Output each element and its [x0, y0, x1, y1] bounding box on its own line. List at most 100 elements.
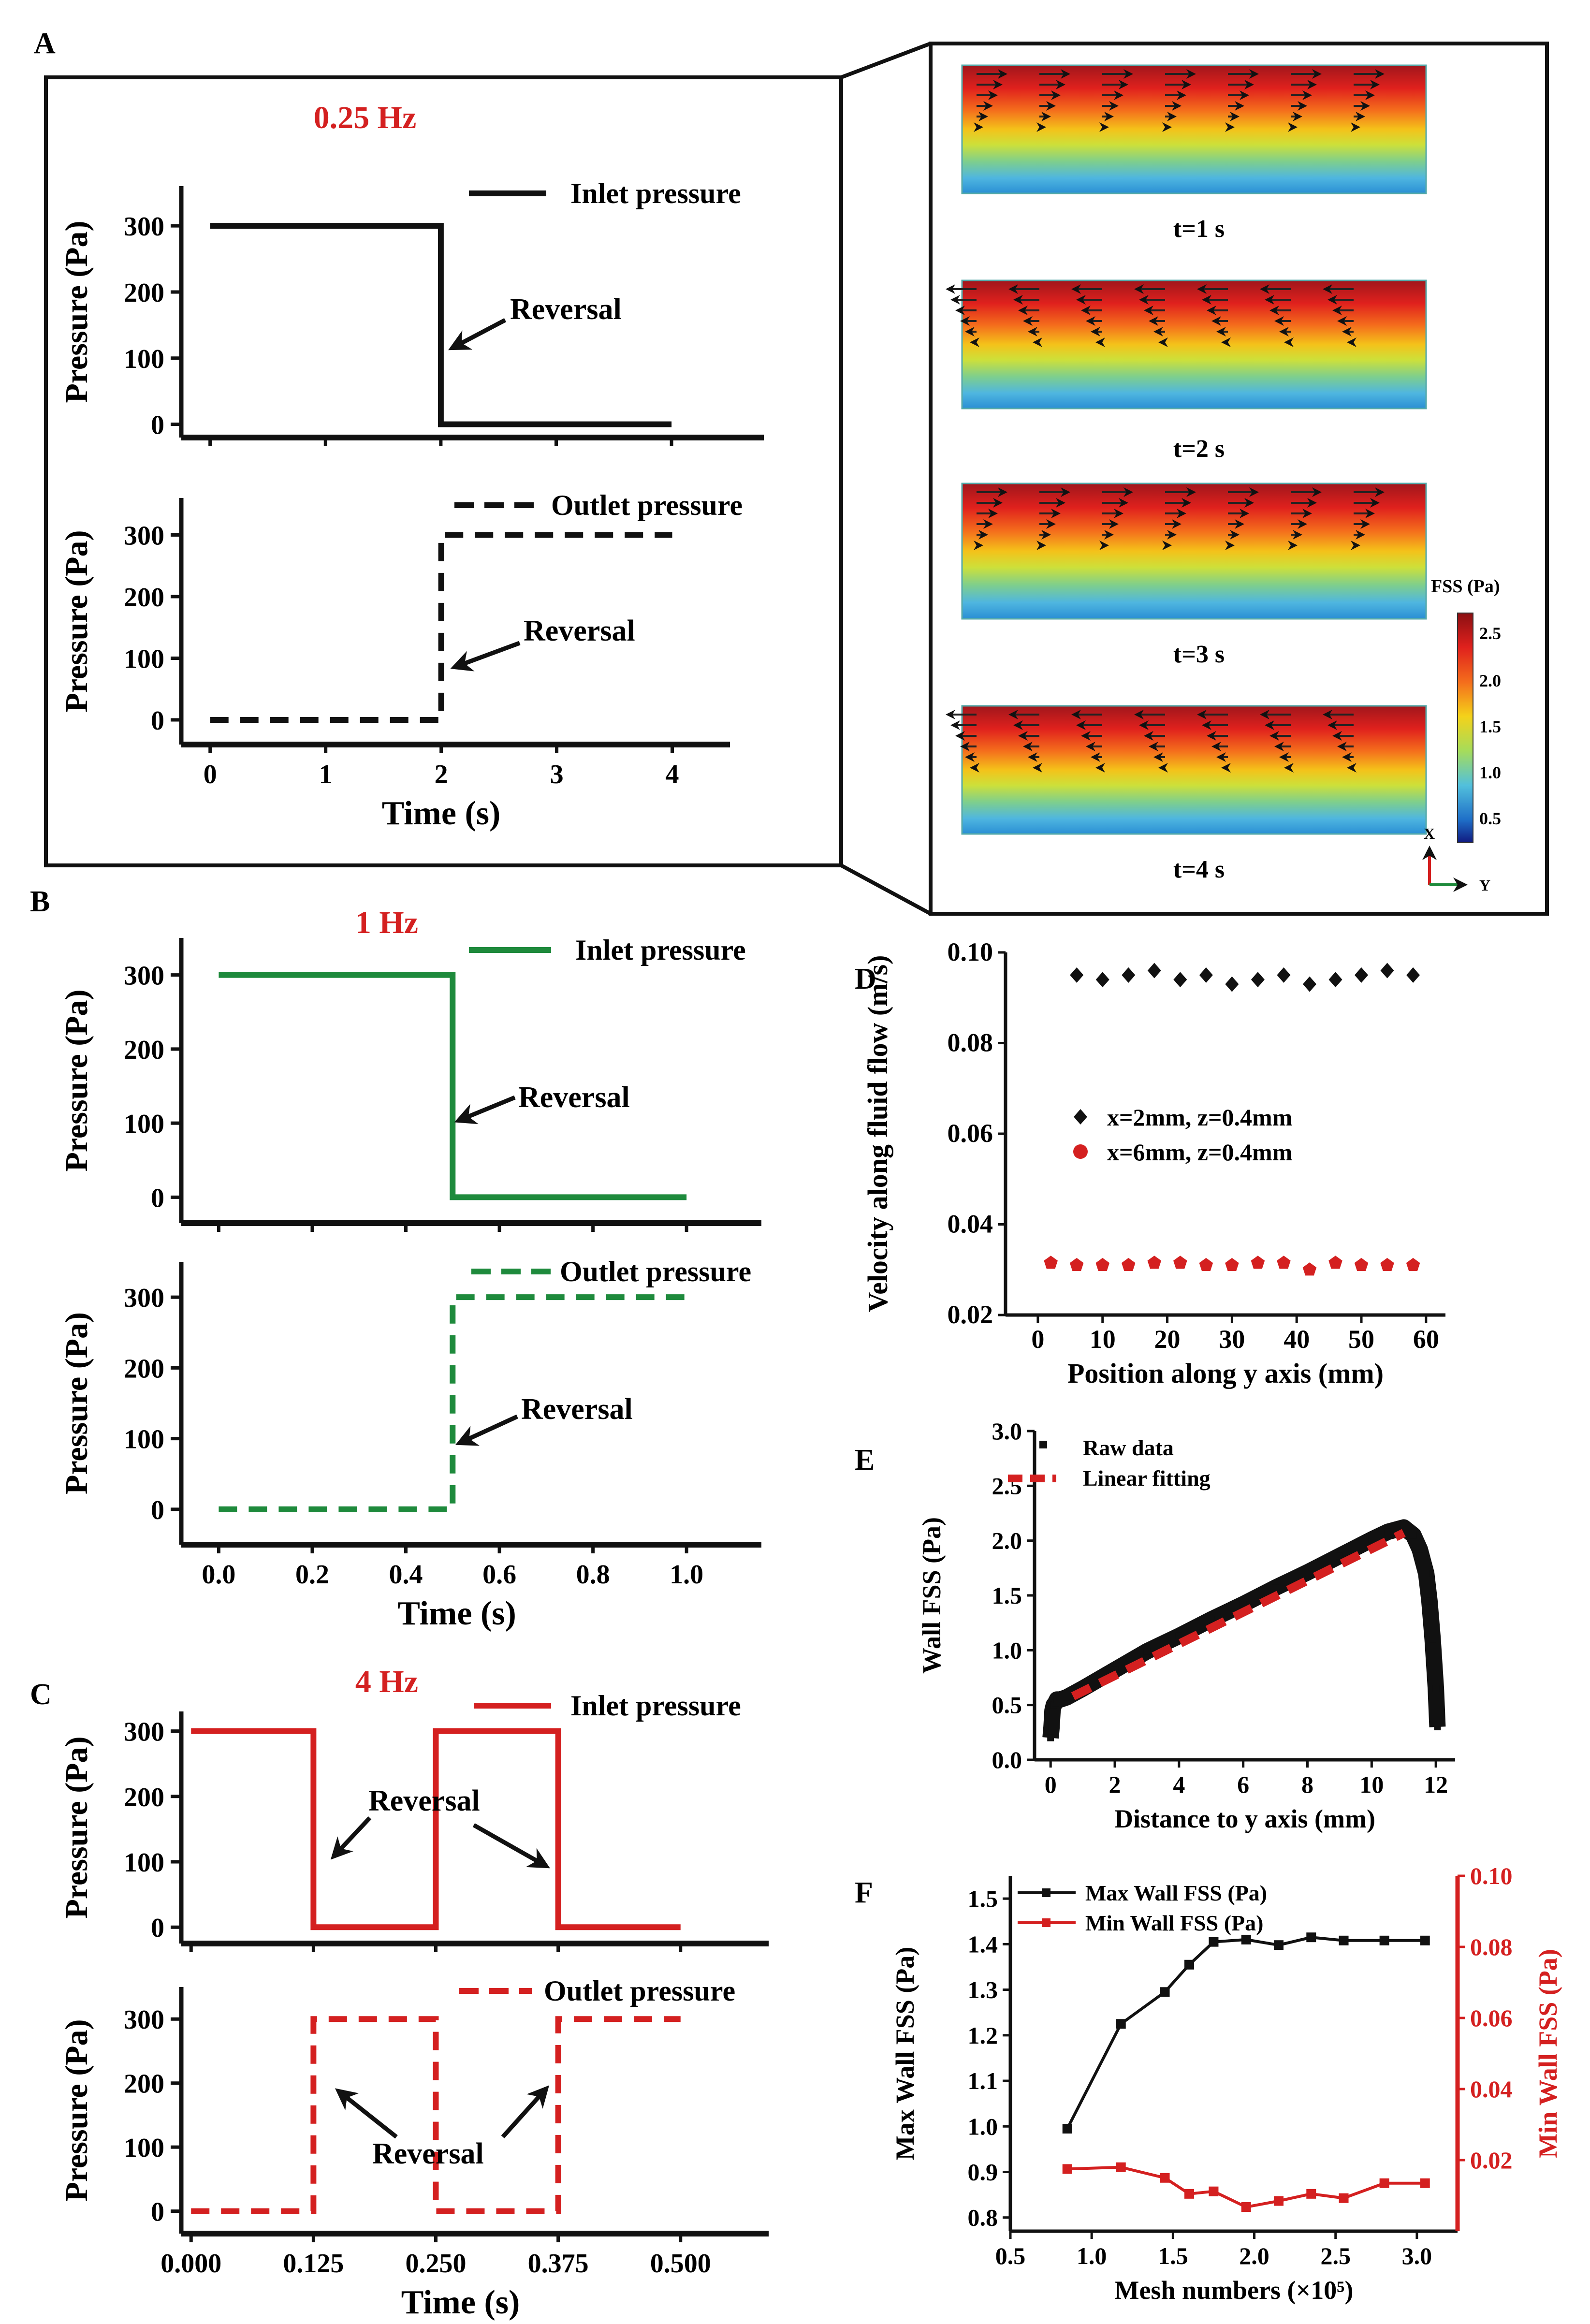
x-tick-label: 8: [1301, 1771, 1313, 1798]
data-point: [1251, 972, 1265, 988]
x-tick-label: 20: [1154, 1325, 1181, 1354]
x-tick-label: 0.5: [995, 2242, 1026, 2269]
legend-marker: [1074, 1109, 1087, 1125]
legend-marker: [1073, 1144, 1088, 1159]
data-point: [1379, 2178, 1389, 2188]
panel-b-frequency: 1 Hz: [355, 905, 418, 940]
pressure-series-line: [210, 223, 672, 427]
x-tick-label: 1.0: [1077, 2242, 1107, 2269]
reversal-label: Reversal: [521, 1393, 633, 1426]
x-tick-label: 6: [1237, 1771, 1249, 1798]
y-tick-label: 200: [124, 2069, 164, 2099]
data-point: [1173, 972, 1187, 988]
data-point: [1304, 1569, 1311, 1576]
data-point: [1160, 2173, 1170, 2183]
y-tick-label: 0: [151, 706, 164, 736]
x-tick-label: 0.500: [650, 2249, 711, 2279]
data-point: [1184, 1959, 1194, 1970]
colorbar-tick: 2.0: [1479, 671, 1501, 690]
panel-c-outlet-reversal: Reversal: [335, 2085, 550, 2170]
pressure-series-line: [191, 1728, 681, 1930]
data-point: [1147, 963, 1161, 979]
x-tick-label: 4: [666, 760, 679, 789]
colorbar: [1457, 613, 1473, 843]
data-point: [1044, 1256, 1058, 1269]
legend-marker: [1042, 1918, 1050, 1927]
data-point: [1339, 1935, 1349, 1945]
panel-d-velocity-plot: 0.02 0.04 0.06 0.08 0.10 0 10 20 30 40 50 60 Positio…: [862, 937, 1445, 1389]
y2-tick-label: 0.04: [1470, 2076, 1513, 2103]
y-axis-label: Wall FSS (Pa): [917, 1517, 946, 1674]
data-point: [1116, 2162, 1126, 2172]
panel-a-outlet-legend-label: Outlet pressure: [551, 489, 743, 521]
panel-c-inlet-reversal: Reversal: [330, 1784, 550, 1869]
fss-time-label-1: t=1 s: [1173, 215, 1225, 243]
y-tick-label: 3.0: [992, 1418, 1022, 1445]
reversal-label: Reversal: [524, 614, 635, 647]
x-tick-label: 10: [1359, 1771, 1384, 1798]
data-point: [1116, 2019, 1126, 2029]
y-axis-label: Max Wall FSS (Pa): [890, 1947, 919, 2161]
panel-letter-f: F: [855, 1876, 873, 1909]
axis-y-label: Y: [1479, 877, 1490, 894]
data-point: [1184, 2189, 1194, 2199]
data-point: [1306, 1932, 1316, 1943]
data-point: [1420, 2178, 1430, 2188]
fss-maps-frame: [929, 42, 1549, 916]
data-point: [1143, 1648, 1151, 1655]
colorbar-tick: 0.5: [1479, 809, 1501, 828]
y-tick-label: 0: [151, 1183, 164, 1213]
y-tick-label: 1.5: [992, 1582, 1022, 1609]
data-point: [1147, 1256, 1162, 1269]
fss-heatmap-3: [961, 482, 1427, 620]
y-tick-label: 0.10: [948, 937, 993, 966]
data-point: [1429, 1636, 1436, 1643]
y-tick-label: 100: [124, 1109, 164, 1139]
x-tick-label: 3: [550, 760, 564, 789]
x-tick-label: 2: [1109, 1771, 1121, 1798]
fss-heatmap-field: [961, 482, 1427, 620]
colorbar-tick: 1.0: [1479, 763, 1501, 782]
panel-a-outlet-plot: 0 100 200 300 0 1 2 3 4 Pressure (Pa) Time (s): [59, 498, 730, 832]
legend-label: x=6mm, z=0.4mm: [1107, 1139, 1292, 1166]
y-axis-label: Pressure (Pa): [59, 2019, 94, 2202]
panel-c-outlet-legend-label: Outlet pressure: [544, 1975, 735, 2007]
y-axis-label: Pressure (Pa): [59, 221, 94, 403]
y-tick-label: 300: [124, 1283, 164, 1313]
y-tick-label: 1.1: [968, 2067, 998, 2094]
x-tick-label: 1: [319, 760, 333, 789]
panel-f-mesh-plot: 0.8 0.9 1.0 1.1 1.2 1.3 1.4 1.5 0.5 1.0 1.5 2.0 2.5 3…: [890, 1862, 1562, 2305]
legend-label: x=2mm, z=0.4mm: [1107, 1104, 1292, 1131]
x-axis-label: Mesh numbers (×10⁵): [1115, 2276, 1354, 2305]
panel-letter-d: D: [855, 963, 876, 995]
data-point: [1225, 976, 1239, 992]
colorbar-tick: 1.5: [1479, 717, 1501, 736]
data-point: [1048, 1724, 1055, 1730]
x-tick-label: 1.0: [670, 1560, 703, 1590]
y-axis-label: Velocity along fluid flow (m/s): [862, 955, 893, 1313]
data-point: [1336, 1552, 1343, 1560]
y-tick-label: 0: [151, 1495, 164, 1525]
y-tick-label: 1.0: [968, 2113, 998, 2140]
data-point: [1240, 1601, 1247, 1608]
x-tick-label: 30: [1219, 1325, 1245, 1354]
data-point: [1400, 1524, 1407, 1531]
x-axis-label: Distance to y axis (mm): [1114, 1804, 1375, 1833]
panel-c-inlet-legend-label: Inlet pressure: [570, 1690, 741, 1722]
data-point: [1406, 967, 1420, 983]
data-point: [1122, 967, 1136, 983]
y-axis-label: Pressure (Pa): [59, 1312, 94, 1494]
y-axis-label: Pressure (Pa): [59, 990, 94, 1172]
colorbar-tick: 2.5: [1479, 624, 1501, 643]
panel-a-inlet-plot: 0 100 200 300 Pressure (Pa): [59, 186, 764, 446]
data-point: [1049, 1707, 1056, 1714]
y-tick-label: 100: [124, 2133, 164, 2163]
data-point: [1225, 1257, 1239, 1272]
data-point: [1057, 1696, 1064, 1703]
reversal-label: Reversal: [518, 1081, 630, 1114]
y-tick-label: 200: [124, 278, 164, 308]
panel-c-inlet-legend: Inlet pressure: [474, 1690, 741, 1722]
data-point: [1241, 1934, 1251, 1944]
legend-label: Min Wall FSS (Pa): [1085, 1911, 1263, 1935]
fss-time-label-3: t=3 s: [1173, 641, 1225, 668]
